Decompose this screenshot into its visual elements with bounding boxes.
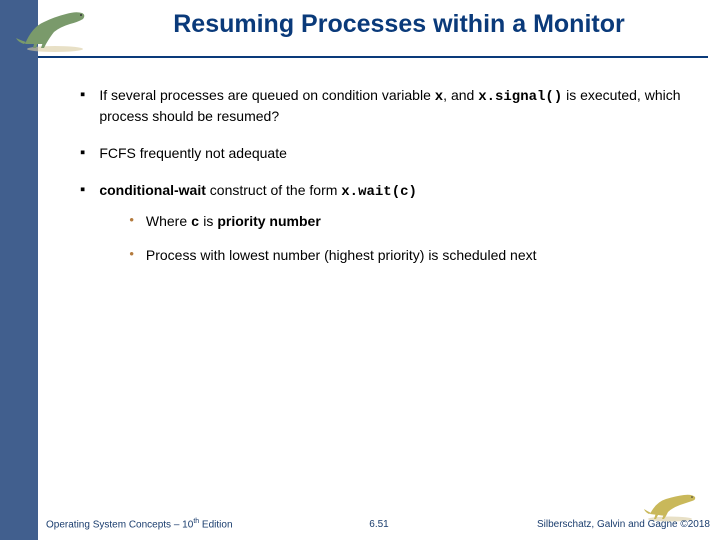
bold-text: conditional-wait <box>99 182 206 198</box>
bullet-2: ▪ FCFS frequently not adequate <box>80 144 690 163</box>
dot-bullet-icon: • <box>129 212 134 233</box>
dinosaur-logo-icon <box>10 2 100 52</box>
sub-bullet-1: • Where c is priority number <box>129 212 690 233</box>
sub-list: • Where c is priority number • Process w… <box>129 212 690 266</box>
square-bullet-icon: ▪ <box>80 144 85 163</box>
code: x.signal() <box>478 89 562 105</box>
code: x <box>435 89 443 105</box>
bullet-3: ▪ conditional-wait construct of the form… <box>80 181 690 280</box>
text: If several processes are queued on condi… <box>99 87 434 103</box>
text: , and <box>443 87 478 103</box>
sub-bullet-2: • Process with lowest number (highest pr… <box>129 246 690 265</box>
bullet-1: ▪ If several processes are queued on con… <box>80 86 690 126</box>
text: Where <box>146 213 191 229</box>
footer-copyright: Silberschatz, Galvin and Gagne ©2018 <box>537 519 710 530</box>
dot-bullet-icon: • <box>129 246 134 265</box>
square-bullet-icon: ▪ <box>80 86 85 126</box>
text: is <box>199 213 217 229</box>
sub-text: Where c is priority number <box>146 212 321 233</box>
bullet-2-text: FCFS frequently not adequate <box>99 144 690 163</box>
footer: Operating System Concepts – 10th Edition… <box>38 502 720 534</box>
text: construct of the form <box>206 182 341 198</box>
page-title: Resuming Processes within a Monitor <box>38 0 720 39</box>
sidebar-accent <box>0 0 38 540</box>
header: Resuming Processes within a Monitor <box>38 0 720 64</box>
bold-text: priority number <box>217 213 320 229</box>
content-area: ▪ If several processes are queued on con… <box>80 86 690 289</box>
sub-text: Process with lowest number (highest prio… <box>146 246 537 265</box>
bullet-3-text: conditional-wait construct of the form x… <box>99 181 690 280</box>
title-underline <box>38 56 708 58</box>
square-bullet-icon: ▪ <box>80 181 85 280</box>
code: x.wait(c) <box>341 184 417 200</box>
bullet-1-text: If several processes are queued on condi… <box>99 86 690 126</box>
